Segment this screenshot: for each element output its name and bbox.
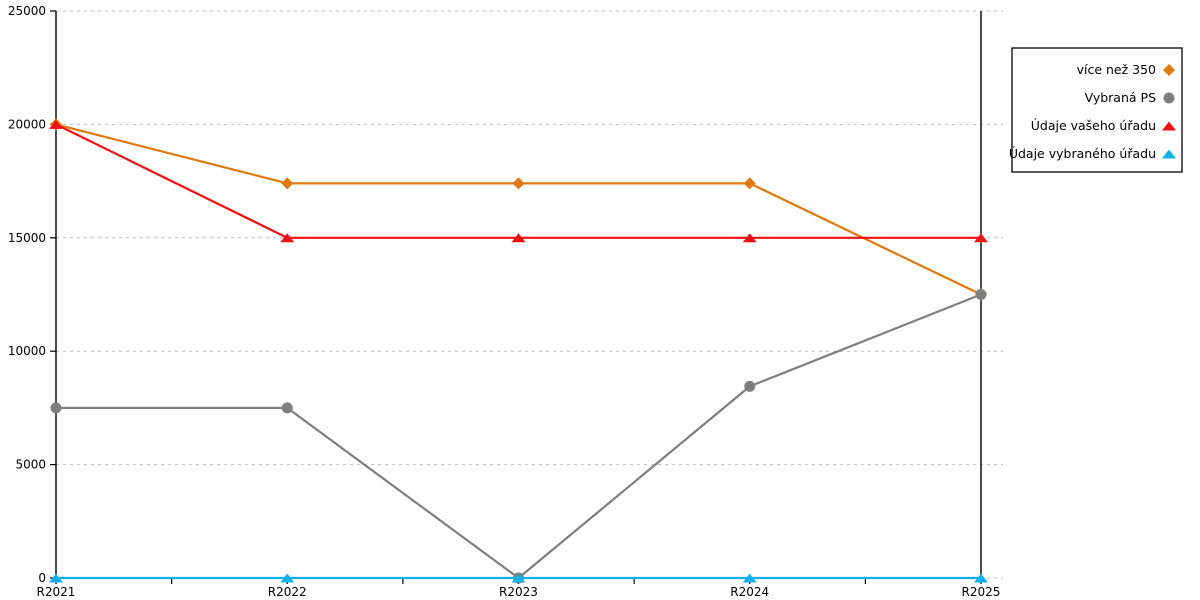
legend-marker-triangle-icon [1162, 149, 1176, 159]
legend-marker-triangle-icon [1162, 121, 1176, 131]
y-tick-label: 0 [38, 571, 46, 585]
y-tick-label: 15000 [8, 231, 46, 245]
legend-item-1[interactable]: Vybraná PS [1085, 90, 1175, 105]
data-point [742, 573, 757, 583]
legend-box [1011, 47, 1183, 173]
data-point [280, 573, 295, 583]
data-point [280, 233, 295, 243]
y-axis: 0 5000 10000 15000 20000 25000 [8, 4, 57, 585]
series-3 [49, 573, 988, 583]
legend-item-2[interactable]: Údaje vašeho úřadu [1031, 118, 1176, 133]
y-tick-label: 5000 [15, 458, 46, 472]
plot-series [49, 118, 988, 584]
data-point [49, 573, 63, 583]
y-tick-label: 10000 [8, 344, 46, 358]
data-point [743, 177, 756, 190]
legend-label: Vybraná PS [1085, 90, 1156, 105]
data-point [50, 402, 62, 414]
data-point [511, 573, 526, 583]
data-point [744, 380, 756, 392]
data-point [974, 233, 988, 243]
y-tick-label: 20000 [8, 117, 46, 131]
legend-marker-diamond-icon [1163, 64, 1175, 76]
x-tick-label: R2021 [37, 585, 76, 599]
data-point [975, 289, 987, 300]
gridlines [56, 10, 1003, 579]
legend-label: Údaje vašeho úřadu [1031, 118, 1156, 133]
y-tick-label: 25000 [8, 4, 46, 18]
x-tick-label: R2022 [268, 585, 307, 599]
x-tick-label: R2025 [962, 585, 1001, 599]
series-2 [49, 119, 988, 243]
legend-item-0[interactable]: více než 350 [1077, 62, 1175, 77]
legend-label: Údaje vybraného úřadu [1009, 146, 1156, 161]
series-line [55, 123, 982, 296]
series-1 [50, 289, 987, 584]
series-line [56, 293, 982, 580]
data-point [49, 119, 63, 129]
x-tick-label: R2024 [730, 585, 769, 599]
data-point [512, 177, 525, 190]
legend-label: více než 350 [1077, 62, 1156, 77]
x-tick-label: R2023 [499, 585, 538, 599]
series-0 [50, 118, 987, 301]
legend-item-3[interactable]: Údaje vybraného úřadu [1009, 146, 1176, 161]
data-point [974, 573, 988, 583]
x-axis: R2021 R2022 R2023 R2024 R2025 [37, 11, 1001, 599]
legend-marker-circle-icon [1163, 92, 1175, 104]
data-point [281, 177, 294, 190]
data-point [742, 233, 757, 243]
chart-legend[interactable]: více než 350 Vybraná PS Údaje vašeho úřadu… [1009, 47, 1183, 173]
data-point [281, 402, 293, 414]
data-point [511, 233, 526, 243]
